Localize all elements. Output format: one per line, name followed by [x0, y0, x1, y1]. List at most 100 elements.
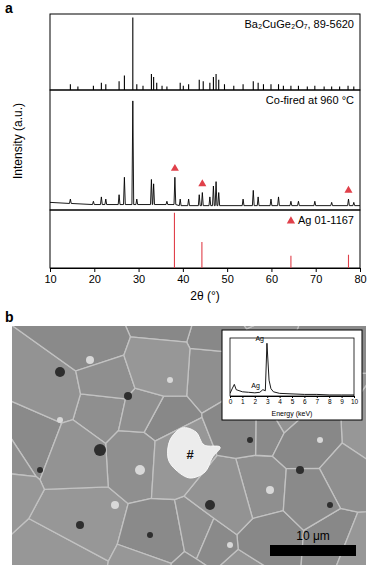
stick — [93, 86, 94, 90]
stick — [180, 83, 181, 90]
stick — [307, 86, 308, 90]
stick — [339, 86, 340, 90]
panel-title: Co-fired at 960 °C — [266, 94, 354, 106]
peak-marker — [171, 164, 179, 171]
tick-label: 50 — [222, 273, 234, 285]
plot-frame — [230, 338, 354, 396]
grain — [221, 326, 312, 329]
tick-label: 7 — [315, 398, 319, 405]
y-axis-title: Intensity (a.u.) — [11, 103, 25, 179]
tick-label: 10 — [44, 273, 56, 285]
stick — [290, 256, 291, 268]
stick — [258, 83, 259, 90]
tick-mark — [360, 268, 361, 272]
x-axis: 012345678910 — [229, 396, 359, 405]
stick — [348, 255, 349, 268]
tick: 5 — [291, 396, 295, 405]
stick — [166, 86, 167, 90]
sem-image — [12, 326, 366, 565]
stick — [203, 81, 204, 90]
tick-label: 80 — [354, 273, 366, 285]
tick-mark — [50, 268, 51, 272]
plot-frame — [50, 90, 360, 210]
pore — [124, 392, 132, 400]
grain — [168, 551, 214, 565]
tick-mark — [316, 268, 317, 272]
tick-label: 9 — [340, 398, 344, 405]
stick — [243, 84, 244, 90]
tick: 80 — [354, 268, 366, 285]
grain — [283, 468, 340, 530]
pattern-line — [50, 101, 360, 206]
pore — [76, 521, 84, 529]
tick-label: 70 — [310, 273, 322, 285]
stick — [213, 77, 214, 90]
tick-label: 20 — [89, 273, 101, 285]
grain — [40, 420, 108, 490]
x-axis-title: 2θ (°) — [190, 289, 219, 303]
peak-label: Ag — [255, 335, 264, 343]
stick — [270, 84, 271, 90]
peak-label: Ag — [251, 382, 260, 390]
tick: 10 — [44, 268, 56, 285]
stick — [124, 76, 125, 90]
silver-region — [168, 428, 221, 478]
pore — [94, 444, 106, 456]
legend-symbol — [287, 216, 295, 223]
stick — [105, 84, 106, 90]
tick-mark — [183, 268, 184, 272]
particle — [227, 542, 233, 548]
tick: 70 — [310, 268, 322, 285]
tick-mark — [139, 268, 140, 272]
stick — [153, 77, 154, 90]
tick-label: 2 — [253, 398, 257, 405]
particle — [111, 501, 119, 509]
tick: 10 — [351, 396, 359, 405]
stick — [263, 84, 264, 90]
tick: 30 — [133, 268, 145, 285]
stick — [216, 74, 217, 90]
plot-marks — [230, 343, 354, 395]
plot-marks — [70, 18, 353, 90]
stick — [199, 80, 200, 90]
tick: 40 — [177, 268, 189, 285]
panel-label: b — [5, 309, 14, 325]
tick: 0 — [229, 396, 233, 405]
stick — [161, 86, 162, 90]
pore — [296, 466, 304, 474]
particle — [167, 377, 173, 383]
axis-line — [231, 396, 355, 397]
grain — [124, 337, 190, 396]
stick — [283, 86, 284, 90]
grain — [12, 471, 44, 562]
panel-label: a — [5, 0, 13, 16]
particle — [57, 417, 63, 423]
stick — [142, 86, 143, 90]
tick: 9 — [340, 396, 344, 405]
pore — [37, 467, 43, 473]
tick-label: 0 — [229, 398, 233, 405]
x-axis-title: Energy (keV) — [272, 410, 313, 418]
tick-label: 40 — [177, 273, 189, 285]
particle — [317, 437, 323, 443]
plot-marks — [50, 101, 360, 206]
spectrum-line — [230, 343, 354, 395]
tick: 20 — [89, 268, 101, 285]
tick: 7 — [315, 396, 319, 405]
stick — [183, 86, 184, 90]
grain — [325, 510, 366, 565]
grain — [29, 487, 128, 561]
stick — [347, 86, 348, 90]
tick: 60 — [266, 268, 278, 285]
stick — [101, 83, 102, 90]
tick: 50 — [222, 268, 234, 285]
pore — [327, 502, 333, 508]
stick — [70, 84, 71, 90]
tick-label: 60 — [266, 273, 278, 285]
stick — [290, 86, 291, 90]
stick — [353, 86, 354, 90]
x-axis: 10 20 30 40 50 60 70 80 — [44, 268, 366, 285]
grain — [12, 394, 36, 477]
pore — [205, 500, 215, 510]
stick — [224, 84, 225, 90]
